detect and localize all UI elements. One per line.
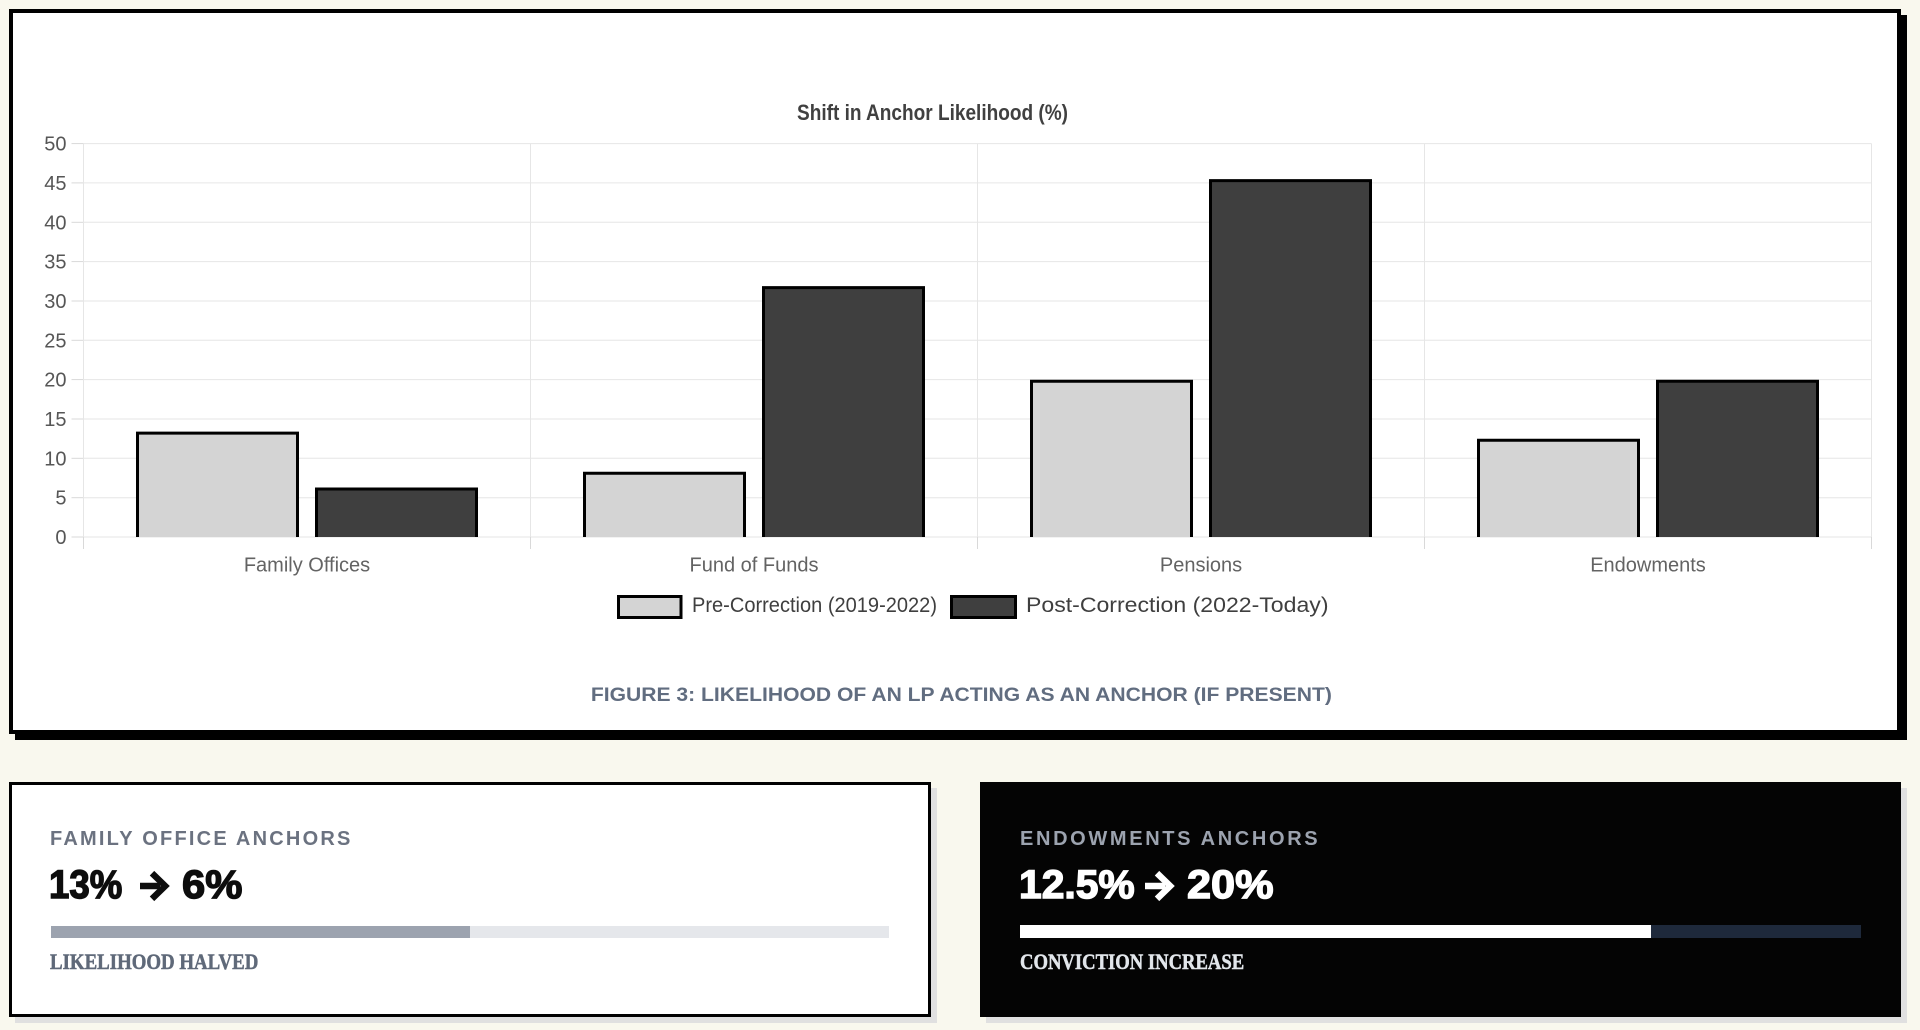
svg-text:45: 45 xyxy=(44,173,66,195)
svg-text:40: 40 xyxy=(44,212,66,234)
svg-text:35: 35 xyxy=(44,252,66,274)
svg-text:50: 50 xyxy=(44,134,66,156)
svg-text:20: 20 xyxy=(44,370,66,392)
svg-text:5: 5 xyxy=(55,488,66,510)
svg-text:Family Offices: Family Offices xyxy=(244,554,370,576)
svg-text:Pensions: Pensions xyxy=(1160,554,1242,576)
svg-text:0: 0 xyxy=(55,527,66,549)
svg-text:Post-Correction (2022-Today): Post-Correction (2022-Today) xyxy=(1026,594,1329,617)
svg-text:Fund of Funds: Fund of Funds xyxy=(690,554,819,576)
svg-text:15: 15 xyxy=(44,409,66,431)
svg-text:10: 10 xyxy=(44,448,66,470)
svg-text:Pre-Correction (2019-2022): Pre-Correction (2019-2022) xyxy=(692,594,937,617)
svg-text:Shift in Anchor Likelihood (%): Shift in Anchor Likelihood (%) xyxy=(797,100,1068,125)
svg-text:30: 30 xyxy=(44,291,66,313)
svg-text:25: 25 xyxy=(44,330,66,352)
svg-text:Endowments: Endowments xyxy=(1590,554,1706,576)
svg-text:FIGURE 3: LIKELIHOOD OF AN LP: FIGURE 3: LIKELIHOOD OF AN LP ACTING AS … xyxy=(591,685,1332,706)
